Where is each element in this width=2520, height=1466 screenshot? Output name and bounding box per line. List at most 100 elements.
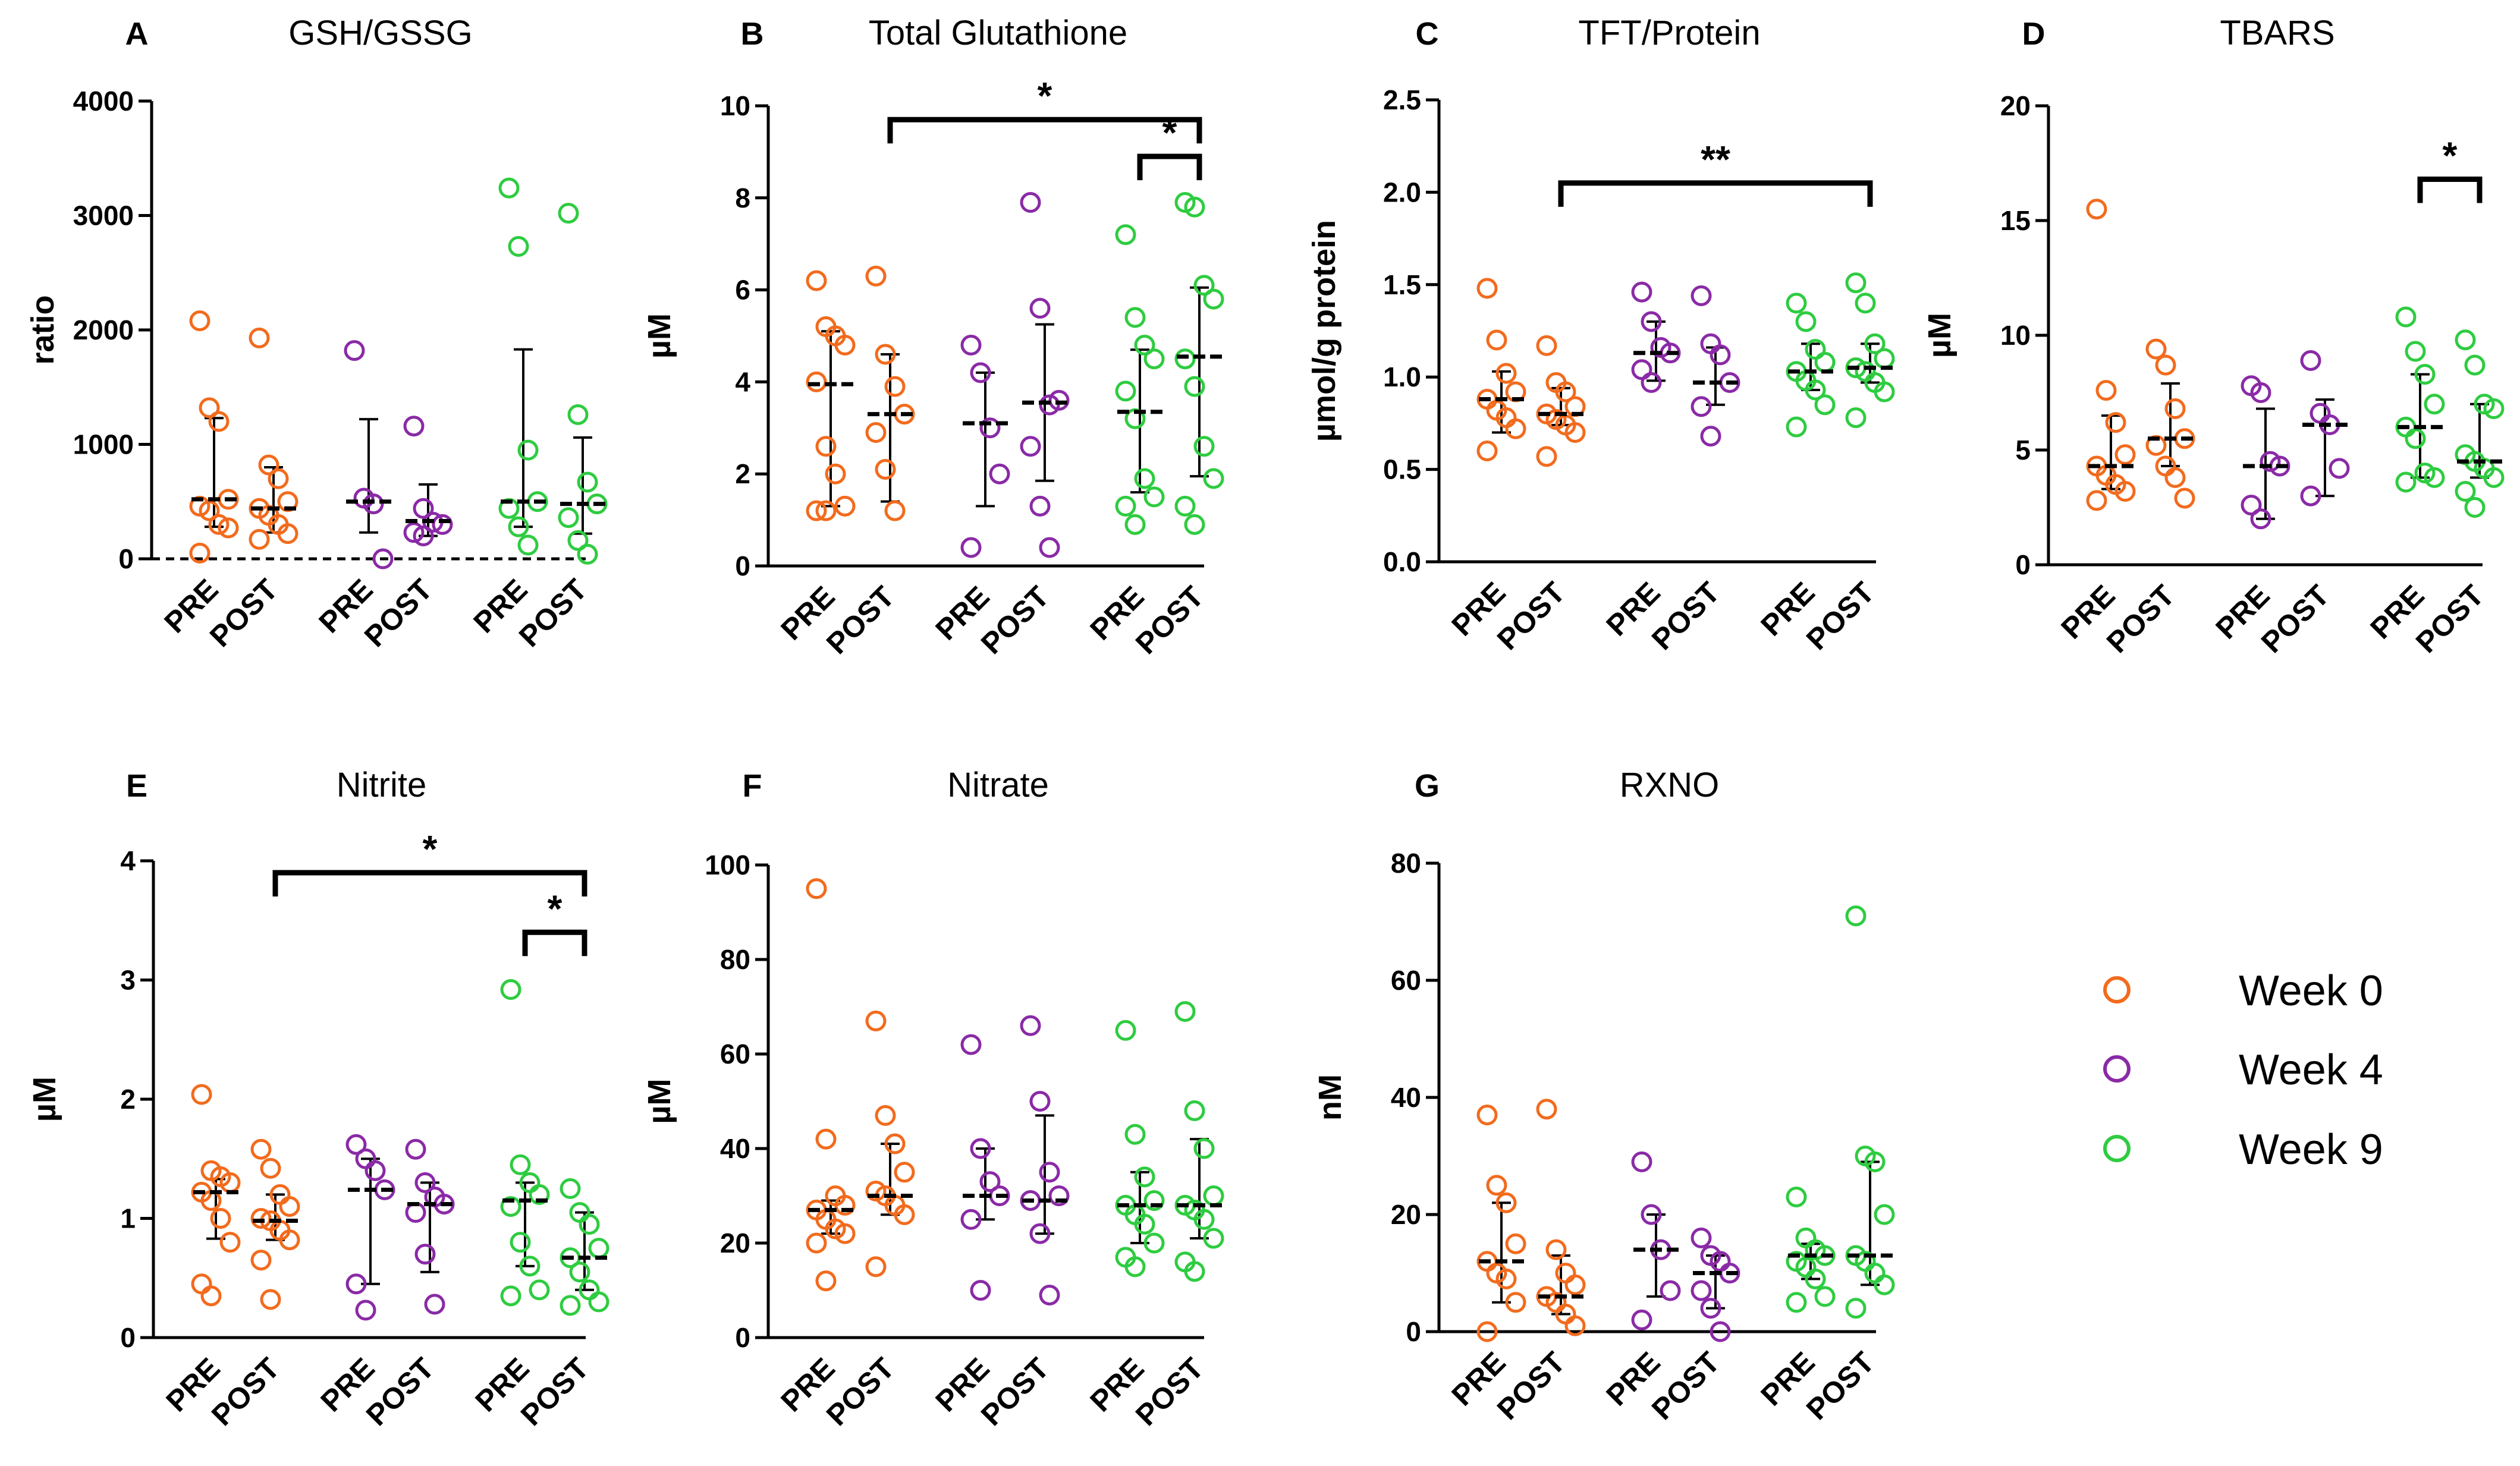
data-point bbox=[1786, 1292, 1807, 1313]
data-point bbox=[1020, 192, 1041, 213]
bracket-line bbox=[887, 117, 1202, 144]
y-tick-label: 0 bbox=[120, 1322, 136, 1353]
y-tick-label: 4 bbox=[735, 366, 750, 397]
significance-label: * bbox=[2443, 134, 2458, 177]
data-point bbox=[2464, 354, 2486, 376]
series-week-0-pre bbox=[806, 270, 856, 521]
y-axis-label: µM bbox=[642, 313, 677, 358]
data-point bbox=[1874, 348, 1895, 369]
series-week-4-pre bbox=[1631, 1151, 1681, 1330]
data-point bbox=[1536, 446, 1557, 467]
data-point bbox=[884, 500, 906, 521]
significance-label: * bbox=[1162, 111, 1177, 154]
data-point bbox=[815, 1270, 837, 1292]
data-point bbox=[405, 1138, 426, 1160]
series-week-9-post bbox=[1845, 905, 1895, 1319]
data-point bbox=[279, 1196, 300, 1217]
x-category-label: POST bbox=[203, 572, 284, 653]
x-category-label: POST bbox=[2100, 578, 2181, 659]
data-point bbox=[249, 327, 270, 348]
data-point bbox=[1134, 1166, 1155, 1188]
x-category-label: POST bbox=[1129, 580, 1210, 660]
data-point bbox=[2174, 487, 2195, 509]
series-week-9-pre bbox=[500, 979, 550, 1307]
series-week-4-post bbox=[1020, 1015, 1070, 1305]
data-point bbox=[2405, 428, 2426, 449]
data-point bbox=[199, 397, 220, 419]
data-point bbox=[1641, 1204, 1662, 1225]
data-point bbox=[865, 422, 887, 443]
data-point bbox=[1845, 272, 1867, 294]
significance-bracket: ** bbox=[1558, 138, 1873, 207]
series-week-9-pre bbox=[2395, 306, 2445, 493]
y-tick-label: 3 bbox=[120, 965, 136, 996]
data-point bbox=[1048, 1185, 1070, 1206]
data-point bbox=[1124, 1124, 1146, 1145]
data-point bbox=[1134, 468, 1155, 489]
data-point bbox=[1029, 1223, 1051, 1244]
bracket-line bbox=[2417, 177, 2483, 203]
data-point bbox=[508, 235, 529, 257]
data-point bbox=[2250, 508, 2271, 530]
data-point bbox=[1564, 1315, 1586, 1336]
series-week-9-pre bbox=[1786, 1186, 1836, 1313]
data-point bbox=[2300, 350, 2321, 371]
data-point bbox=[1710, 344, 1731, 366]
data-point bbox=[345, 1134, 367, 1155]
data-point bbox=[960, 1209, 982, 1230]
data-point bbox=[1143, 1232, 1165, 1254]
data-point bbox=[1143, 348, 1165, 370]
series-week-0-pre bbox=[2086, 199, 2136, 511]
y-tick-label: 80 bbox=[720, 944, 750, 975]
data-point bbox=[510, 1154, 531, 1175]
panel-letter: C bbox=[1416, 16, 1439, 52]
data-point bbox=[1184, 1261, 1205, 1282]
x-category-label: POST bbox=[975, 1351, 1055, 1432]
data-point bbox=[529, 1279, 550, 1301]
series-week-0-post bbox=[250, 1138, 300, 1310]
data-point bbox=[1115, 380, 1136, 402]
data-point bbox=[1203, 1228, 1224, 1249]
y-tick-label: 0.5 bbox=[1383, 454, 1421, 485]
series-week-4-post bbox=[1020, 192, 1070, 558]
series-week-4-pre bbox=[960, 334, 1010, 558]
data-point bbox=[1039, 537, 1060, 558]
data-point bbox=[405, 1201, 426, 1223]
panel-title: RXNO bbox=[1620, 766, 1720, 804]
significance-bracket: * bbox=[1137, 111, 1202, 181]
data-point bbox=[815, 500, 837, 521]
series-week-9-post bbox=[558, 203, 608, 565]
data-point bbox=[2329, 458, 2350, 479]
data-point bbox=[1845, 1298, 1867, 1319]
data-point bbox=[806, 371, 827, 392]
y-tick-label: 20 bbox=[720, 1228, 750, 1259]
y-tick-label: 40 bbox=[720, 1133, 750, 1164]
data-point bbox=[1874, 1274, 1895, 1295]
y-tick-label: 2000 bbox=[73, 314, 134, 345]
data-point bbox=[875, 344, 896, 365]
data-point bbox=[1174, 192, 1196, 213]
data-point bbox=[1174, 348, 1196, 370]
data-point bbox=[2395, 306, 2417, 328]
data-point bbox=[413, 498, 434, 519]
series-week-9-pre bbox=[1115, 224, 1165, 535]
significance-bracket: * bbox=[887, 74, 1202, 144]
data-point bbox=[1505, 418, 1526, 439]
data-point bbox=[519, 1256, 541, 1277]
data-point bbox=[1203, 1185, 1224, 1206]
series-week-4-pre bbox=[960, 1034, 1010, 1301]
data-point bbox=[1855, 292, 1876, 314]
data-point bbox=[560, 1178, 581, 1199]
data-point bbox=[1115, 1020, 1136, 1041]
data-point bbox=[1039, 1284, 1060, 1305]
series-week-0-pre bbox=[1476, 278, 1526, 462]
panel-title: GSH/GSSG bbox=[288, 14, 472, 52]
data-point bbox=[414, 1244, 436, 1265]
data-point bbox=[2164, 467, 2186, 488]
data-point bbox=[208, 514, 230, 535]
data-point bbox=[2414, 463, 2436, 484]
